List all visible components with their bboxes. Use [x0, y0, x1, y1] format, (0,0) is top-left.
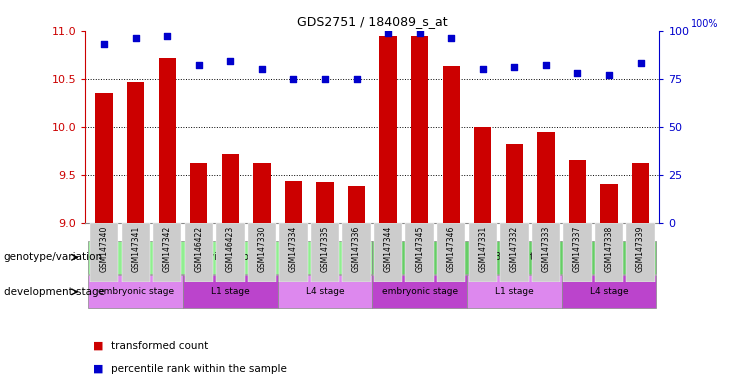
- Point: [413, 30, 425, 36]
- FancyBboxPatch shape: [626, 223, 655, 282]
- Bar: [127, 82, 144, 384]
- FancyBboxPatch shape: [278, 275, 372, 308]
- FancyBboxPatch shape: [468, 223, 497, 282]
- Point: [99, 41, 110, 47]
- FancyBboxPatch shape: [279, 223, 308, 282]
- Point: [319, 76, 331, 82]
- Bar: [159, 58, 176, 384]
- Text: transformed count: transformed count: [111, 341, 208, 351]
- Title: GDS2751 / 184089_s_at: GDS2751 / 184089_s_at: [297, 15, 448, 28]
- Text: GSM147333: GSM147333: [542, 226, 551, 272]
- Text: GSM147330: GSM147330: [257, 226, 267, 272]
- FancyBboxPatch shape: [532, 223, 560, 282]
- Text: embryonic stage: embryonic stage: [382, 287, 458, 296]
- FancyBboxPatch shape: [153, 223, 182, 282]
- Text: 100%: 100%: [691, 19, 719, 29]
- Text: GSM147338: GSM147338: [605, 226, 614, 272]
- Point: [477, 66, 489, 72]
- Text: ■: ■: [93, 341, 107, 351]
- FancyBboxPatch shape: [405, 223, 434, 282]
- Text: L1 stage: L1 stage: [495, 287, 534, 296]
- Text: GSM147340: GSM147340: [99, 226, 109, 272]
- Text: GSM147341: GSM147341: [131, 226, 140, 272]
- Point: [508, 64, 520, 70]
- Point: [256, 66, 268, 72]
- Text: GSM147339: GSM147339: [636, 226, 645, 272]
- Text: GSM147332: GSM147332: [510, 226, 519, 272]
- Text: wild type: wild type: [205, 252, 256, 262]
- Bar: [379, 36, 397, 384]
- FancyBboxPatch shape: [88, 275, 183, 308]
- Text: GSM147346: GSM147346: [447, 226, 456, 272]
- Point: [350, 76, 362, 82]
- Bar: [505, 144, 523, 384]
- Text: percentile rank within the sample: percentile rank within the sample: [111, 364, 287, 374]
- Text: GSM146422: GSM146422: [194, 226, 203, 272]
- Text: GSM147331: GSM147331: [478, 226, 488, 272]
- Bar: [474, 127, 491, 384]
- FancyBboxPatch shape: [342, 223, 370, 282]
- Bar: [537, 132, 554, 384]
- Bar: [600, 184, 618, 384]
- Text: development stage: development stage: [4, 287, 104, 297]
- FancyBboxPatch shape: [500, 223, 528, 282]
- FancyBboxPatch shape: [185, 223, 213, 282]
- Text: GSM147335: GSM147335: [321, 226, 330, 272]
- Point: [603, 72, 615, 78]
- Bar: [632, 163, 649, 384]
- Bar: [569, 161, 586, 384]
- Text: L4 stage: L4 stage: [306, 287, 345, 296]
- FancyBboxPatch shape: [563, 223, 591, 282]
- FancyBboxPatch shape: [90, 223, 119, 282]
- Text: L4 stage: L4 stage: [590, 287, 628, 296]
- Text: GSM146423: GSM146423: [226, 226, 235, 272]
- Point: [193, 62, 205, 68]
- Text: GSM147345: GSM147345: [415, 226, 424, 272]
- Text: GSM147342: GSM147342: [163, 226, 172, 272]
- FancyBboxPatch shape: [247, 223, 276, 282]
- Point: [225, 58, 236, 65]
- FancyBboxPatch shape: [372, 275, 467, 308]
- FancyBboxPatch shape: [372, 241, 657, 274]
- Point: [445, 35, 457, 41]
- Bar: [348, 186, 365, 384]
- Text: GSM147336: GSM147336: [352, 226, 361, 272]
- FancyBboxPatch shape: [88, 241, 372, 274]
- FancyBboxPatch shape: [310, 223, 339, 282]
- Text: GSM147337: GSM147337: [573, 226, 582, 272]
- FancyBboxPatch shape: [562, 275, 657, 308]
- FancyBboxPatch shape: [122, 223, 150, 282]
- Point: [382, 30, 394, 36]
- FancyBboxPatch shape: [467, 275, 562, 308]
- Point: [288, 76, 299, 82]
- Text: ■: ■: [93, 364, 107, 374]
- Bar: [222, 154, 239, 384]
- Text: GSM147334: GSM147334: [289, 226, 298, 272]
- Point: [162, 33, 173, 40]
- FancyBboxPatch shape: [183, 275, 278, 308]
- Bar: [96, 93, 113, 384]
- Bar: [253, 163, 270, 384]
- Text: lin-35 mutant: lin-35 mutant: [476, 252, 552, 262]
- Bar: [442, 66, 460, 384]
- Bar: [316, 182, 333, 384]
- Bar: [411, 36, 428, 384]
- Bar: [285, 182, 302, 384]
- Point: [634, 60, 646, 66]
- FancyBboxPatch shape: [216, 223, 245, 282]
- Point: [540, 62, 552, 68]
- FancyBboxPatch shape: [595, 223, 623, 282]
- Text: GSM147344: GSM147344: [384, 226, 393, 272]
- Text: genotype/variation: genotype/variation: [4, 252, 103, 262]
- Bar: [190, 163, 207, 384]
- Text: L1 stage: L1 stage: [211, 287, 250, 296]
- FancyBboxPatch shape: [374, 223, 402, 282]
- Point: [130, 35, 142, 41]
- Point: [571, 70, 583, 76]
- Text: embryonic stage: embryonic stage: [98, 287, 173, 296]
- FancyBboxPatch shape: [437, 223, 465, 282]
